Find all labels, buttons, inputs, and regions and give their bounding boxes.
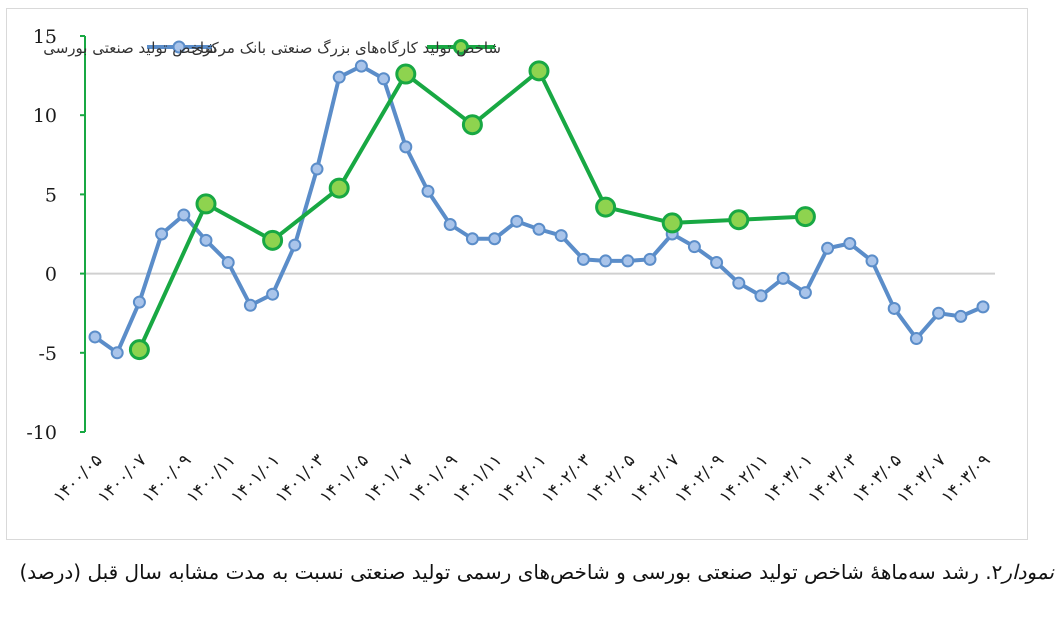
x-tick-label: ۱۴۰۳/۰۱ [760, 450, 817, 507]
data-point-bourse [199, 233, 213, 247]
data-point-bourse [243, 298, 257, 312]
data-point-bourse [421, 184, 435, 198]
x-tick-label: ۱۴۰۳/۰۳ [804, 450, 861, 507]
legend: شاخص تولید صنعتی بورسی شاخص تولید کارگاه… [43, 39, 501, 57]
figure-caption: نمودار۲. رشد سه‌ماههٔ شاخص تولید صنعتی ب… [8, 560, 1054, 584]
x-tick-label: ۱۴۰۲/۰۱ [494, 450, 551, 507]
data-point-bourse [332, 70, 346, 84]
series-line-cbi [137, 68, 806, 351]
data-point-bourse [465, 232, 479, 246]
data-point-bourse [221, 256, 235, 270]
x-tick-label: ۱۴۰۱/۰۳ [272, 450, 329, 507]
data-point-bourse [776, 271, 790, 285]
x-tick-label: ۱۴۰۱/۱۱ [449, 450, 506, 507]
data-point-cbi [528, 60, 550, 82]
data-point-bourse [976, 300, 990, 314]
data-point-bourse [887, 301, 901, 315]
legend-marker-cbi [453, 39, 469, 55]
data-point-bourse [88, 330, 102, 344]
x-tick-label: ۱۴۰۲/۰۹ [671, 450, 728, 507]
data-point-bourse [377, 72, 391, 86]
x-tick-label: ۱۴۰۱/۰۷ [360, 450, 417, 507]
data-point-bourse [599, 254, 613, 268]
data-point-bourse [310, 162, 324, 176]
data-point-bourse [488, 232, 502, 246]
line-chart: 15 10 5 0 -5 -10 ۱۴۰۰/۰۵۱۴۰۰/۰۷۱۴۰۰/۰۹۱۴۰۰/۱۱… [26, 26, 995, 507]
caption-label: نمودار [1002, 560, 1054, 584]
x-tick-label: ۱۴۰۰/۰۹ [138, 450, 195, 507]
data-point-bourse [687, 240, 701, 254]
data-point-bourse [443, 217, 457, 231]
data-point-cbi [661, 212, 683, 234]
data-point-bourse [288, 238, 302, 252]
data-point-bourse [110, 346, 124, 360]
caption-text: . رشد سه‌ماههٔ شاخص تولید صنعتی بورسی و … [19, 560, 992, 584]
y-tick-label: -5 [38, 343, 57, 365]
data-point-cbi [461, 114, 483, 136]
data-point-cbi [328, 177, 350, 199]
data-point-bourse [621, 254, 635, 268]
data-point-bourse [865, 254, 879, 268]
data-point-bourse [754, 289, 768, 303]
data-point-cbi [595, 196, 617, 218]
x-tick-label: ۱۴۰۱/۰۵ [316, 450, 373, 507]
data-point-cbi [128, 339, 150, 361]
x-tick-labels: ۱۴۰۰/۰۵۱۴۰۰/۰۷۱۴۰۰/۰۹۱۴۰۰/۱۱۱۴۰۱/۰۱۱۴۰۱/… [50, 450, 995, 507]
series [88, 59, 990, 361]
y-tick-label: 15 [33, 26, 57, 48]
data-point-cbi [794, 206, 816, 228]
data-point-cbi [195, 193, 217, 215]
x-tick-label: ۱۴۰۰/۱۱ [183, 450, 240, 507]
caption-number: ۲ [991, 560, 1003, 584]
data-point-bourse [177, 208, 191, 222]
data-point-bourse [732, 276, 746, 290]
legend-label-bourse: شاخص تولید صنعتی بورسی [43, 39, 217, 57]
legend-label-cbi: شاخص تولید کارگاه‌های بزرگ صنعتی بانک مر… [192, 39, 502, 57]
x-tick-label: ۱۴۰۰/۰۵ [50, 450, 107, 507]
data-point-bourse [798, 286, 812, 300]
data-point-bourse [932, 306, 946, 320]
x-tick-label: ۱۴۰۲/۰۵ [582, 450, 639, 507]
data-point-bourse [710, 256, 724, 270]
data-point-cbi [395, 63, 417, 85]
x-tick-label: ۱۴۰۳/۰۹ [938, 450, 995, 507]
y-tick-label: 5 [45, 184, 57, 206]
data-point-bourse [909, 332, 923, 346]
data-point-bourse [155, 227, 169, 241]
data-point-bourse [532, 222, 546, 236]
data-point-cbi [728, 209, 750, 231]
x-tick-label: ۱۴۰۱/۰۹ [405, 450, 462, 507]
y-axis [80, 35, 86, 433]
data-point-bourse [821, 241, 835, 255]
data-point-cbi [262, 229, 284, 251]
data-point-bourse [266, 287, 280, 301]
data-point-bourse [399, 140, 413, 154]
x-tick-label: ۱۴۰۲/۰۳ [538, 450, 595, 507]
data-point-bourse [510, 214, 524, 228]
x-tick-label: ۱۴۰۳/۰۷ [893, 450, 950, 507]
y-tick-label: -10 [26, 422, 57, 444]
data-point-bourse [132, 295, 146, 309]
y-tick-label: 10 [33, 105, 57, 127]
x-tick-label: ۱۴۰۲/۱۱ [716, 450, 773, 507]
data-point-bourse [576, 252, 590, 266]
data-point-bourse [843, 237, 857, 251]
x-tick-label: ۱۴۰۰/۰۷ [94, 450, 151, 507]
y-tick-label: 0 [45, 264, 57, 286]
legend-marker-bourse [172, 40, 186, 54]
x-tick-label: ۱۴۰۱/۰۱ [227, 450, 284, 507]
data-point-bourse [954, 309, 968, 323]
data-point-bourse [554, 229, 568, 243]
x-tick-label: ۱۴۰۲/۰۷ [627, 450, 684, 507]
series-line-bourse [93, 64, 984, 355]
data-point-bourse [354, 59, 368, 73]
y-tick-labels: 15 10 5 0 -5 -10 [26, 26, 57, 444]
x-tick-label: ۱۴۰۳/۰۵ [849, 450, 906, 507]
data-point-bourse [643, 252, 657, 266]
chart-frame: 15 10 5 0 -5 -10 ۱۴۰۰/۰۵ ۱۴۰۰/۰۷ ۱۴۰۰/۰۹ ۱۴۰۰/۱۱… [6, 8, 1028, 540]
